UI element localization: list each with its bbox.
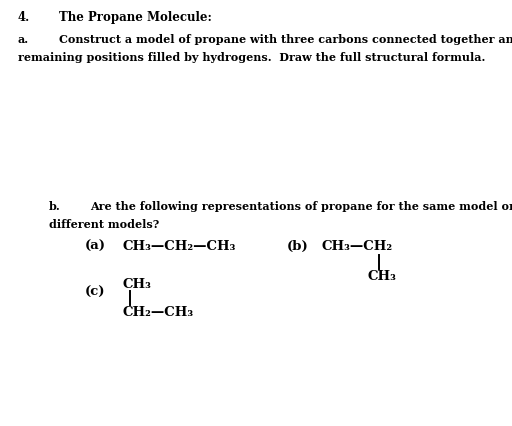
Text: CH₃—CH₂—CH₃: CH₃—CH₂—CH₃ [123,239,236,252]
Text: CH₂—CH₃: CH₂—CH₃ [123,305,194,318]
Text: remaining positions filled by hydrogens.  Draw the full structural formula.: remaining positions filled by hydrogens.… [18,52,485,63]
Text: b.: b. [49,200,60,211]
Text: CH₃—CH₂: CH₃—CH₂ [322,239,393,252]
Text: (a): (a) [84,239,105,252]
Text: CH₃: CH₃ [123,277,152,290]
Text: The Propane Molecule:: The Propane Molecule: [59,11,212,23]
Text: Construct a model of propane with three carbons connected together and the: Construct a model of propane with three … [59,34,512,45]
Text: (b): (b) [287,239,308,252]
Text: a.: a. [18,34,29,45]
Text: 4.: 4. [18,11,30,23]
Text: CH₃: CH₃ [368,269,396,282]
Text: different models?: different models? [49,218,159,229]
Text: (c): (c) [84,285,105,298]
Text: Are the following representations of propane for the same model or for: Are the following representations of pro… [90,200,512,211]
